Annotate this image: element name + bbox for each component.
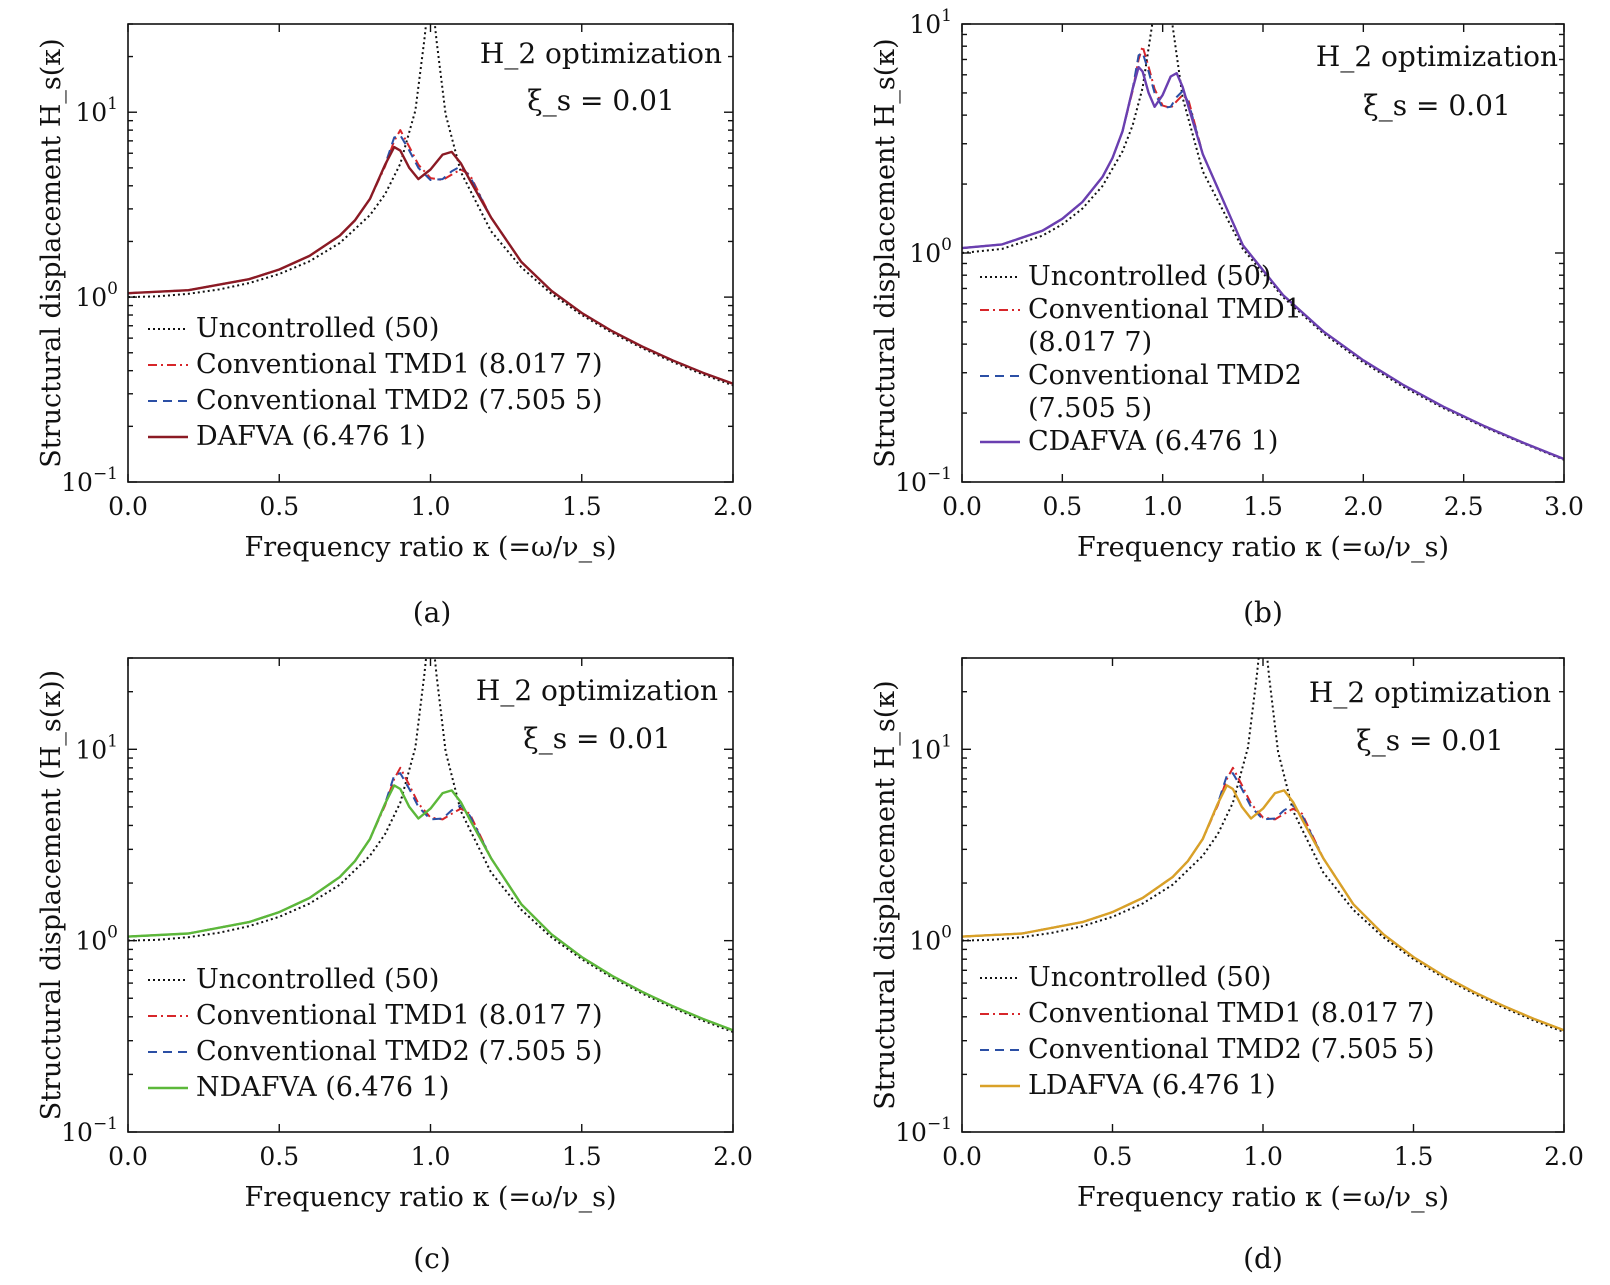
y-tick-label: 100 [75, 279, 118, 312]
x-tick-label: 0.5 [1042, 492, 1082, 521]
panel-caption: (d) [1243, 1242, 1283, 1275]
legend: Uncontrolled (50) Conventional TMD1 (8.01… [980, 962, 1435, 1101]
y-tick-label: 10−1 [895, 464, 952, 497]
x-tick-label: 0.5 [259, 1142, 299, 1171]
legend-label: LDAFVA (6.476 1) [1028, 1070, 1276, 1101]
annotation-damping: ξ_s = 0.01 [527, 84, 674, 117]
y-tick-label: 10−1 [61, 1114, 118, 1147]
x-tick-label: 1.5 [562, 492, 602, 521]
legend-label: NDAFVA (6.476 1) [196, 1072, 449, 1103]
x-tick-label: 2.0 [713, 1142, 753, 1171]
y-tick-label: 101 [909, 6, 952, 39]
chart-panel-1: 0.0 0.5 1.0 1.5 2.0 10−1 100 101 Frequency ratio… [36, 23, 753, 629]
x-tick-label: 0.0 [108, 492, 148, 521]
y-tick-label: 100 [75, 923, 118, 956]
legend-label: Conventional TMD2 (7.505 5) [196, 385, 603, 416]
series-line-1 [962, 658, 1564, 1033]
annotation-method: H_2 optimization [1316, 40, 1558, 73]
x-tick-label: 2.0 [713, 492, 753, 521]
plot-area [128, 658, 733, 1033]
x-tick-label: 1.5 [1394, 1142, 1434, 1171]
legend-label: Conventional TMD1 (8.017 7) [1028, 998, 1435, 1029]
x-tick-label: 0.0 [108, 1142, 148, 1171]
x-tick-label: 1.5 [562, 1142, 602, 1171]
annotation-damping: ξ_s = 0.01 [1363, 89, 1510, 122]
legend: Uncontrolled (50) Conventional TMD1 (8.01… [148, 964, 603, 1103]
y-tick-label: 101 [909, 731, 952, 764]
y-tick-label: 101 [75, 731, 118, 764]
y-tick-label: 100 [909, 923, 952, 956]
x-tick-label: 1.0 [411, 1142, 451, 1171]
x-tick-label: 0.0 [942, 1142, 982, 1171]
y-tick-label: 101 [75, 94, 118, 127]
x-tick-label: 2.0 [1544, 1142, 1584, 1171]
y-tick-label: 10−1 [895, 1114, 952, 1147]
legend-label: Uncontrolled (50) [1028, 261, 1271, 292]
legend-label: Uncontrolled (50) [1028, 962, 1271, 993]
y-axis-label: Structural displacement H_s(κ) [36, 38, 67, 467]
y-axis-label: Structural displacement H_s(κ) [870, 38, 901, 467]
x-tick-label: 0.5 [259, 492, 299, 521]
y-tick-label: 10−1 [61, 464, 118, 497]
plot-area [128, 24, 733, 387]
series-line-4 [128, 784, 733, 1032]
annotation-damping: ξ_s = 0.01 [523, 722, 670, 755]
legend-label: Conventional TMD2 (7.505 5) [1028, 1034, 1435, 1065]
x-tick-label: 3.0 [1544, 492, 1584, 521]
x-tick-label: 2.5 [1444, 492, 1484, 521]
annotation-method: H_2 optimization [480, 37, 722, 70]
panel-caption: (b) [1243, 596, 1283, 629]
x-tick-label: 1.0 [1243, 1142, 1283, 1171]
x-axis-label: Frequency ratio κ (=ω/ν_s) [1077, 532, 1449, 563]
x-tick-label: 1.5 [1243, 492, 1283, 521]
x-axis-label: Frequency ratio κ (=ω/ν_s) [1077, 1182, 1449, 1213]
legend: Uncontrolled (50)Conventional TMD1(8.017… [980, 261, 1302, 457]
legend-label: Conventional TMD1 (8.017 7) [196, 349, 603, 380]
legend-label-cont: (7.505 5) [1028, 393, 1152, 424]
legend-label: Conventional TMD2 (7.505 5) [196, 1036, 603, 1067]
annotation-damping: ξ_s = 0.01 [1356, 724, 1503, 757]
panel-caption: (a) [413, 596, 452, 629]
y-tick-label: 100 [909, 235, 952, 268]
series-line-4 [962, 65, 1564, 461]
chart-panel-3: 0.0 0.5 1.0 1.5 2.0 10−1 100 101 Frequency ratio… [36, 657, 753, 1275]
series-line-1 [962, 24, 1564, 461]
y-axis-label: Structural displacement H_s(κ) [870, 680, 901, 1109]
legend: Uncontrolled (50) Conventional TMD1 (8.01… [148, 313, 603, 452]
legend-label-cont: (8.017 7) [1028, 327, 1152, 358]
x-tick-label: 0.0 [942, 492, 982, 521]
legend-label: Conventional TMD2 [1028, 360, 1302, 391]
series-line-4 [128, 145, 733, 385]
legend-label: Uncontrolled (50) [196, 964, 439, 995]
x-tick-label: 2.0 [1343, 492, 1383, 521]
series-line-4 [962, 784, 1564, 1032]
legend-label: CDAFVA (6.476 1) [1028, 426, 1278, 457]
x-axis-label: Frequency ratio κ (=ω/ν_s) [245, 1182, 617, 1213]
legend-label: Uncontrolled (50) [196, 313, 439, 344]
x-tick-label: 0.5 [1093, 1142, 1133, 1171]
chart-panel-4: 0.0 0.5 1.0 1.5 2.0 10−1 100 101 Frequency ratio… [870, 657, 1584, 1275]
plot-area [962, 658, 1564, 1033]
plot-area [962, 24, 1564, 461]
chart-panel-2: 0.0 0.5 1.0 1.5 2.0 2.5 3.0 10−1 100 101 Frequency… [870, 6, 1584, 629]
legend-label: Conventional TMD1 [1028, 294, 1302, 325]
panel-caption: (c) [413, 1242, 451, 1275]
annotation-method: H_2 optimization [476, 674, 718, 707]
x-tick-label: 1.0 [1143, 492, 1183, 521]
x-axis-label: Frequency ratio κ (=ω/ν_s) [245, 532, 617, 563]
legend-label: DAFVA (6.476 1) [196, 421, 426, 452]
legend-label: Conventional TMD1 (8.017 7) [196, 1000, 603, 1031]
y-axis-label: Structural displacement (H_s(κ)) [36, 670, 67, 1120]
annotation-method: H_2 optimization [1309, 676, 1551, 709]
x-tick-label: 1.0 [411, 492, 451, 521]
